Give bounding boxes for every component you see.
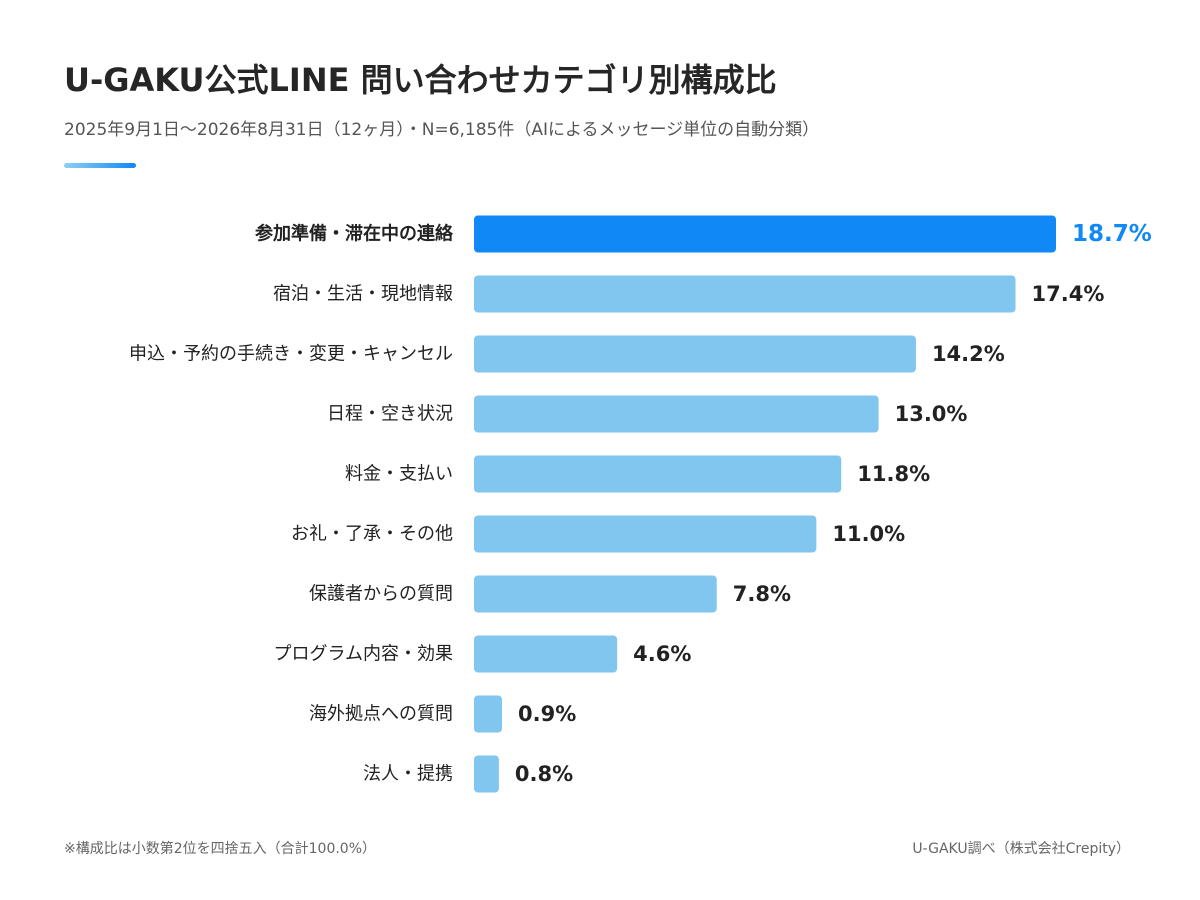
bar <box>474 455 842 493</box>
value-label: 11.8% <box>857 462 930 486</box>
category-label: プログラム内容・効果 <box>274 644 453 665</box>
value-label: 0.8% <box>515 762 573 786</box>
value-label: 11.0% <box>832 522 905 546</box>
bar <box>474 695 503 733</box>
value-label: 17.4% <box>1032 282 1105 306</box>
chart-title: U-GAKU公式LINE 問い合わせカテゴリ別構成比 <box>64 61 777 99</box>
bar <box>474 755 499 793</box>
category-label: 申込・予約の手続き・変更・キャンセル <box>129 344 453 365</box>
bar <box>474 515 817 553</box>
category-label: 海外拠点への質問 <box>309 704 453 725</box>
bar <box>474 395 879 433</box>
value-label: 14.2% <box>932 342 1005 366</box>
value-label: 18.7% <box>1072 221 1152 247</box>
category-label: 日程・空き状況 <box>327 404 453 425</box>
value-label: 7.8% <box>733 582 791 606</box>
bar <box>474 575 717 613</box>
source-credit: U-GAKU調べ（株式会社Crepity） <box>912 841 1130 857</box>
category-label: お礼・了承・その他 <box>291 524 453 545</box>
category-label: 宿泊・生活・現地情報 <box>273 284 453 305</box>
value-label: 0.9% <box>518 702 576 726</box>
bar <box>474 275 1016 313</box>
category-label: 法人・提携 <box>363 764 453 785</box>
category-label: 料金・支払い <box>345 464 453 485</box>
highlight-bar <box>474 215 1056 253</box>
category-label: 保護者からの質問 <box>309 584 453 605</box>
chart-subtitle: 2025年9月1日〜2026年8月31日（12ヶ月）・N=6,185件（AIによ… <box>64 120 820 140</box>
title-accent-rule <box>64 163 136 168</box>
rounding-footnote: ※構成比は小数第2位を四捨五入（合計100.0%） <box>64 841 377 857</box>
bar <box>474 335 916 373</box>
bar <box>474 635 618 673</box>
category-label: 参加準備・滞在中の連絡 <box>255 223 454 245</box>
value-label: 13.0% <box>895 402 968 426</box>
value-label: 4.6% <box>633 642 691 666</box>
